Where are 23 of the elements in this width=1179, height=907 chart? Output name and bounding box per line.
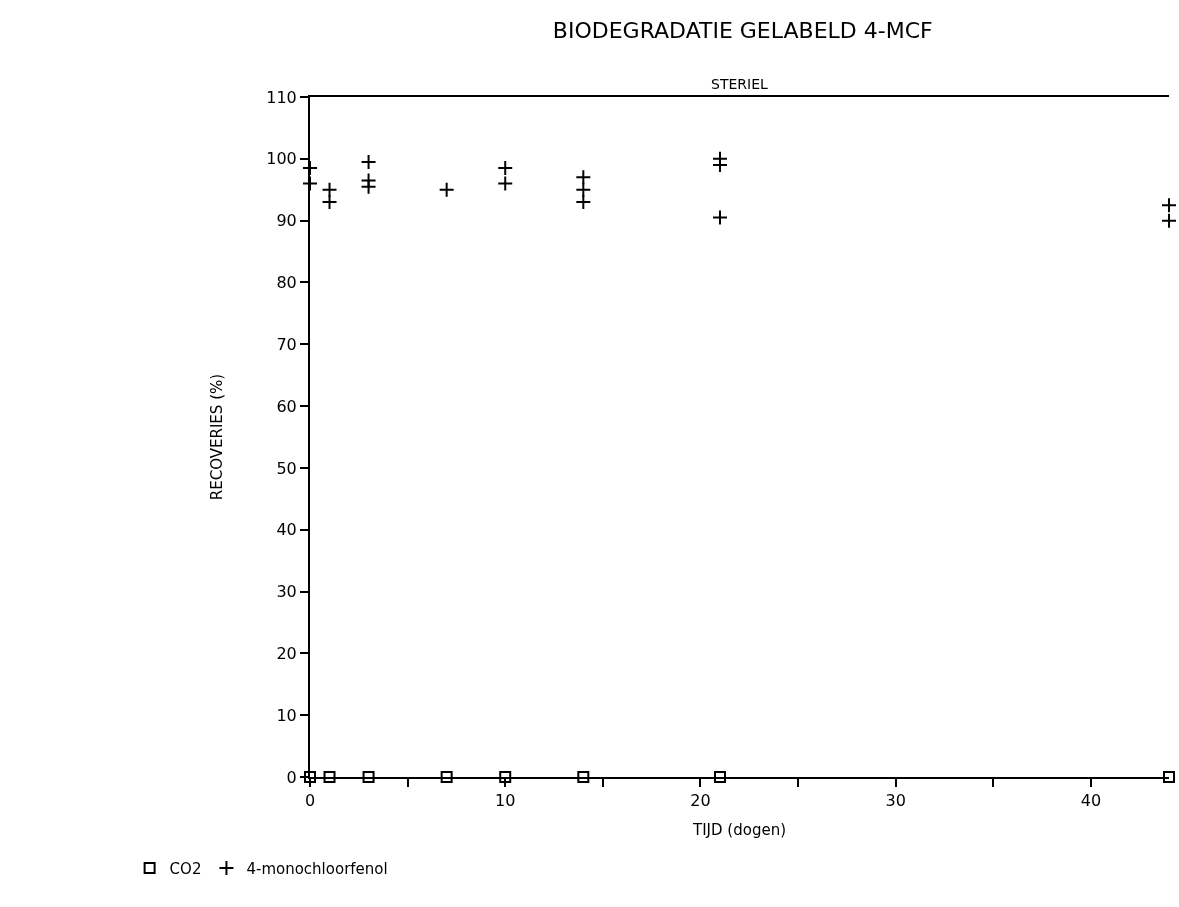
chart-subtitle: STERIEL: [711, 76, 768, 92]
y-tick-label: 0: [286, 767, 297, 787]
y-tick-label: 80: [276, 273, 297, 293]
legend-label: 4-monochloorfenol: [246, 859, 388, 878]
x-axis-title: TIJD (dogen): [692, 820, 786, 839]
y-tick-label: 40: [276, 520, 297, 540]
x-tick-label: 0: [304, 791, 316, 811]
y-tick-label: 20: [276, 643, 297, 663]
y-tick-label: 100: [266, 149, 297, 169]
y-tick-label: 90: [276, 211, 297, 231]
x-tick-label: 40: [1080, 791, 1102, 811]
y-tick-label: 60: [276, 396, 297, 416]
y-tick-label: 110: [266, 87, 297, 107]
y-tick-label: 10: [276, 705, 297, 725]
y-axis-title: RECOVERIES (%): [208, 373, 226, 501]
x-tick-label: 20: [690, 791, 711, 811]
chart-title: BIODEGRADATIE GELABELD 4-MCF: [552, 18, 933, 44]
legend-label: CO2: [169, 859, 202, 878]
y-tick-label: 70: [276, 334, 297, 354]
y-tick-label: 50: [276, 458, 297, 478]
x-tick-label: 30: [885, 791, 906, 811]
y-tick-label: 30: [276, 582, 297, 602]
x-tick-label: 10: [495, 791, 516, 811]
